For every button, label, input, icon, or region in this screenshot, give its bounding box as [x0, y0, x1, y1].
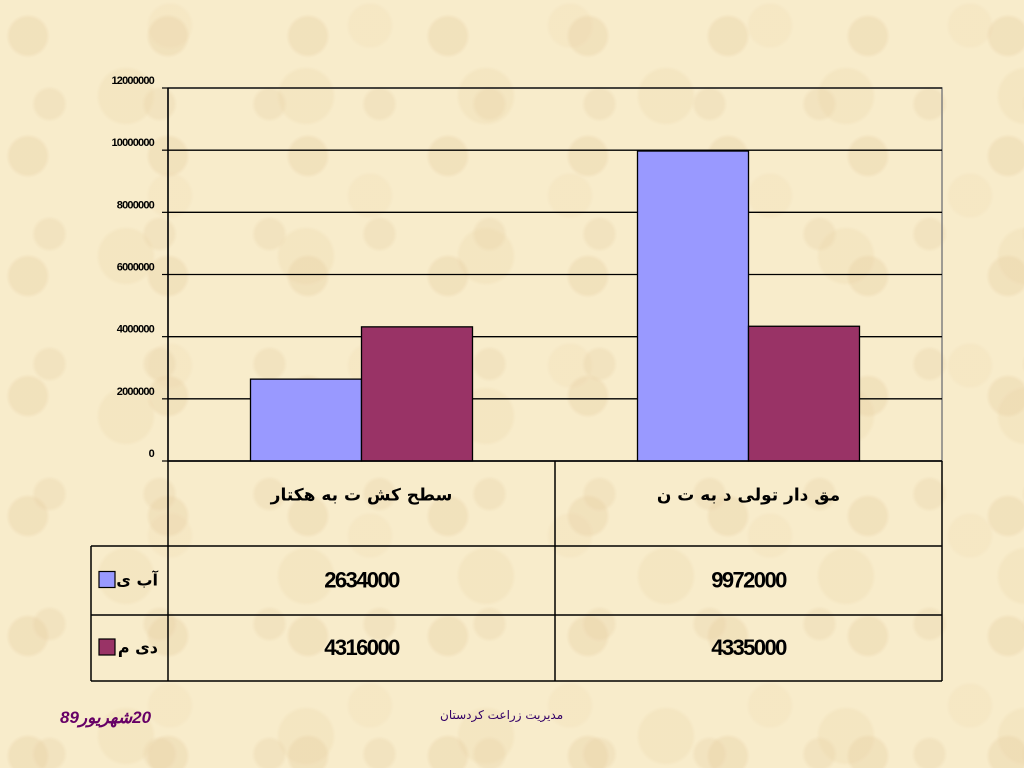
bar-chart: 0 2000000 4000000 6000000 8000000 10000000 120…	[90, 75, 943, 682]
y-tick-label: 10000000	[111, 137, 154, 149]
legend-label: آب ی	[116, 570, 158, 590]
bar-rainfed-1	[360, 326, 474, 462]
bar-irrigated-2	[636, 150, 750, 462]
data-table: سطح کش ت به هکتار مق دار تولی د به ت ن آب …	[90, 460, 943, 682]
legend-swatch	[98, 570, 116, 589]
table-value: 4316000	[324, 635, 400, 660]
table-value: 2634000	[324, 568, 400, 593]
table-value: 4335000	[711, 635, 787, 660]
y-tick-label: 6000000	[117, 262, 155, 274]
legend-label: دی م	[118, 638, 158, 657]
y-tick-label: 0	[149, 448, 155, 460]
y-tick-label: 4000000	[117, 324, 155, 336]
y-tick-label: 2000000	[117, 386, 155, 398]
table-value: 9972000	[711, 568, 787, 593]
footer-organization: مدیریت زراعت کردستان	[440, 708, 564, 722]
footer-date: 20شهریور89	[60, 708, 152, 727]
bar-rainfed-2	[747, 325, 861, 462]
legend-swatch	[98, 638, 116, 656]
category-label: سطح کش ت به هکتار	[270, 486, 453, 506]
y-axis-ticks: 0 2000000 4000000 6000000 8000000 10000000 120…	[111, 75, 169, 462]
category-label: مق دار تولی د به ت ن	[657, 486, 840, 506]
bar-irrigated-1	[249, 378, 363, 462]
y-tick-label: 8000000	[117, 199, 155, 211]
bars	[249, 150, 861, 462]
y-tick-label: 12000000	[111, 75, 154, 87]
